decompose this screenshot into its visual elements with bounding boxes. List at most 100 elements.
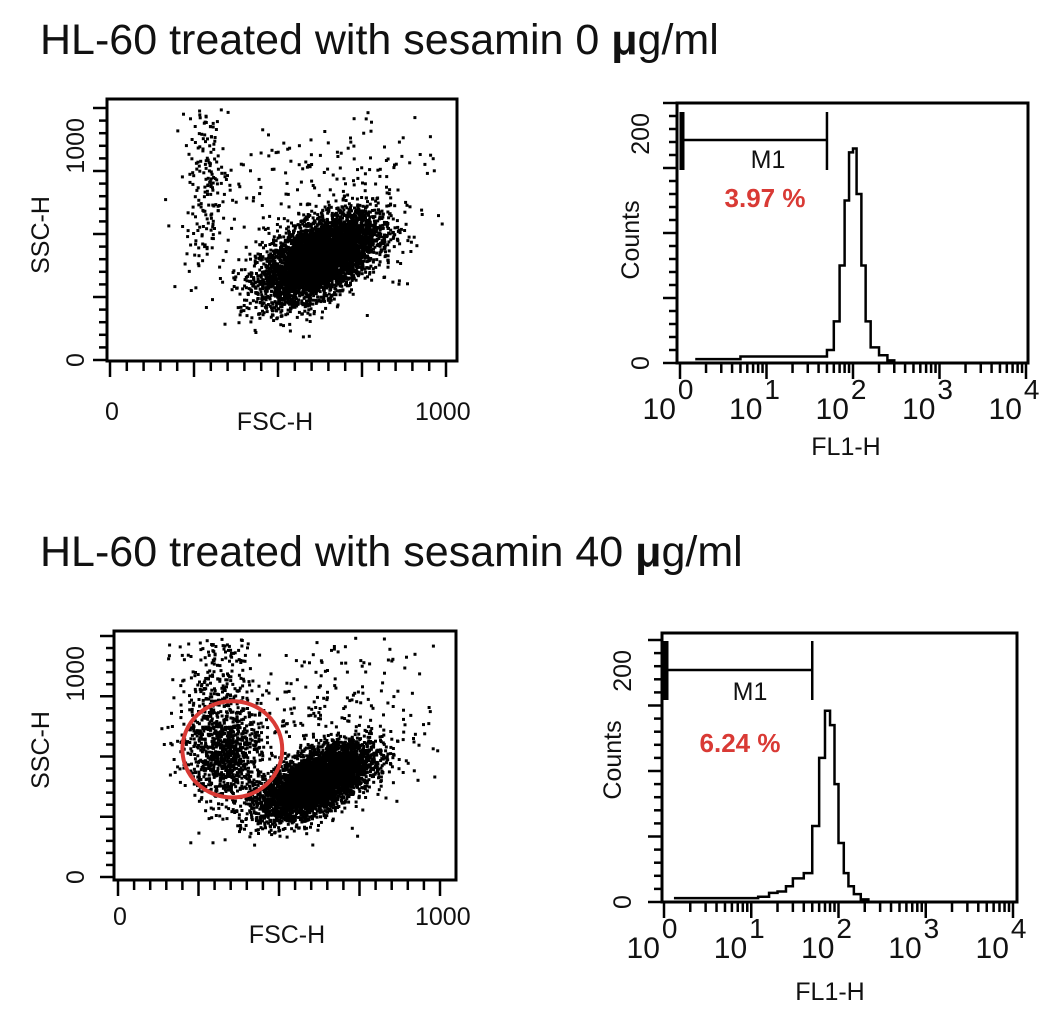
scatter-point: [264, 277, 268, 281]
scatter-point: [258, 279, 262, 283]
scatter-point: [255, 261, 259, 264]
row-title-bottom: HL-60 treated with sesamin 40 μg/ml: [40, 528, 743, 576]
scatter-point: [267, 269, 271, 273]
scatter-point: [245, 306, 249, 310]
scatter-point: [325, 262, 329, 266]
scatter-point: [277, 252, 280, 256]
scatter-point: [285, 255, 288, 259]
scatter-point: [264, 244, 267, 248]
scatter-point: [306, 202, 310, 206]
scatter-point: [399, 227, 403, 231]
scatter-point: [350, 264, 354, 268]
scatter-point: [341, 197, 345, 201]
scatter-point: [276, 229, 279, 233]
scatter-point: [350, 243, 354, 247]
scatter-point: [245, 298, 249, 302]
scatter-point: [262, 246, 265, 250]
scatter-point: [364, 205, 368, 209]
scatter-point: [242, 309, 246, 313]
scatter-point: [297, 298, 301, 302]
scatter-point: [304, 215, 308, 219]
scatter-point: [284, 294, 288, 298]
scatter-point: [306, 254, 310, 257]
scatter-point: [347, 246, 351, 249]
scatter-point: [258, 282, 262, 286]
scatter-point: [383, 244, 387, 248]
scatter-point: [332, 218, 336, 222]
scatter-point: [302, 302, 306, 306]
scatter-point: [327, 221, 331, 225]
scatter-point: [351, 218, 355, 222]
scatter-point: [301, 269, 305, 273]
scatter-point: [273, 259, 277, 263]
scatter-point: [264, 304, 268, 308]
scatter-point: [321, 275, 325, 279]
scatter-point: [268, 304, 272, 308]
scatter-point: [298, 280, 302, 284]
scatter-point: [277, 290, 281, 293]
scatter-point: [349, 241, 352, 245]
scatter-point: [349, 272, 353, 276]
scatter-point: [316, 233, 320, 237]
scatter-point: [367, 256, 371, 260]
scatter-point: [347, 276, 351, 280]
scatter-point: [367, 244, 371, 248]
scatter-point: [311, 285, 315, 288]
scatter-point: [408, 205, 412, 209]
scatter-point: [270, 281, 274, 285]
scatter-point: [346, 230, 350, 234]
scatter-point: [317, 289, 321, 293]
scatter-point: [264, 274, 268, 278]
scatter-point: [375, 258, 379, 262]
scatter-point: [362, 213, 366, 217]
scatter-point: [370, 278, 374, 282]
scatter-point: [330, 276, 334, 280]
scatter-point: [312, 246, 316, 250]
scatter-point: [396, 229, 400, 233]
scatter-point: [289, 276, 293, 280]
scatter-point: [340, 239, 344, 243]
scatter-point: [294, 268, 298, 272]
scatter-point: [297, 258, 301, 262]
scatter-point: [309, 293, 312, 297]
scatter-point: [339, 209, 343, 213]
scatter-point: [306, 251, 310, 254]
scatter-point: [378, 234, 382, 238]
scatter-point: [358, 203, 362, 207]
scatter-point: [297, 278, 300, 282]
scatter-point: [349, 276, 353, 280]
scatter-point: [336, 206, 340, 210]
scatter-point: [349, 259, 353, 263]
scatter-point: [367, 240, 371, 244]
scatter-point: [396, 238, 400, 242]
scatter-point: [296, 302, 300, 306]
scatter-point: [258, 287, 262, 291]
scatter-point: [340, 205, 344, 209]
scatter-point: [345, 257, 349, 261]
scatter-point: [386, 254, 390, 258]
scatter-point: [332, 297, 336, 301]
scatter-point: [338, 250, 342, 254]
scatter-point: [235, 286, 239, 290]
scatter-point: [300, 242, 304, 246]
scatter-point: [328, 188, 332, 192]
scatter-point: [347, 240, 351, 244]
scatter-point: [342, 263, 346, 267]
scatter-point: [252, 276, 256, 280]
scatter-point: [258, 316, 262, 320]
scatter-point: [343, 226, 347, 230]
scatter-point: [286, 299, 290, 303]
scatter-point: [265, 306, 269, 310]
scatter-point: [378, 215, 382, 219]
scatter-point: [325, 274, 329, 277]
scatter-point: [311, 229, 315, 233]
scatter-point: [365, 211, 368, 215]
scatter-point: [266, 266, 270, 270]
scatter-point: [305, 217, 309, 221]
scatter-point: [355, 254, 358, 258]
scatter-point: [340, 277, 344, 281]
scatter-point: [291, 272, 295, 276]
scatter-point: [290, 255, 294, 259]
scatter-point: [266, 277, 270, 281]
scatter-point: [301, 222, 305, 226]
